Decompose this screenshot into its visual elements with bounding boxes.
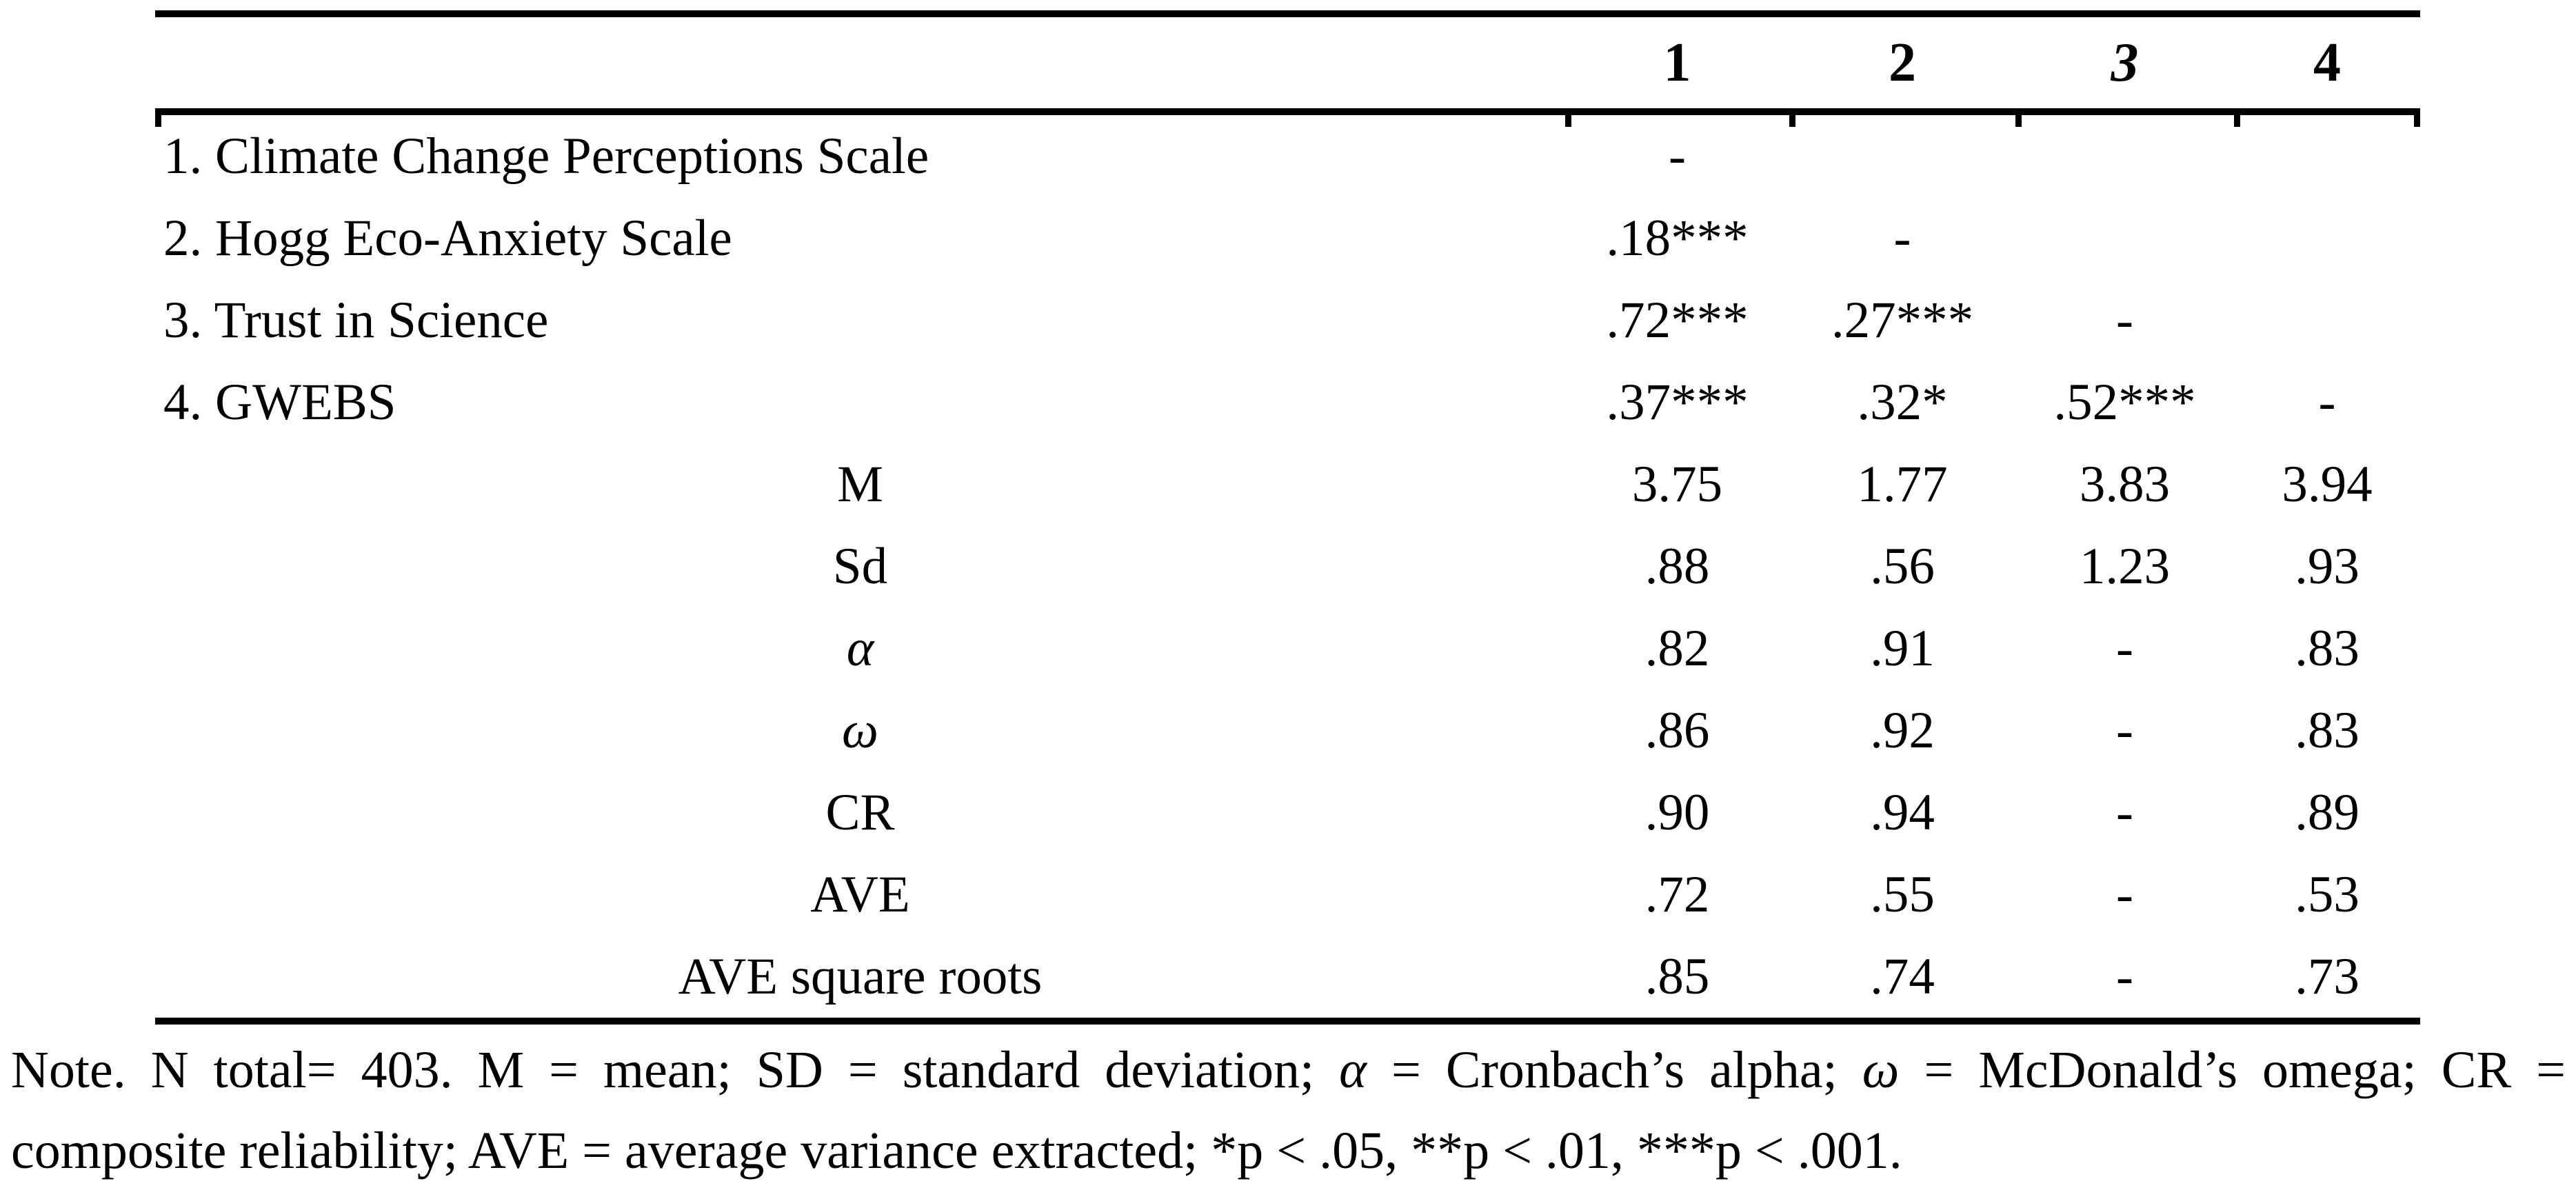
column-header-4: 4 <box>2313 32 2341 93</box>
table-row: 3. Trust in Science .72*** .27*** - <box>155 279 2420 361</box>
table-row-sd: Sd .88 .56 1.23 .93 <box>155 525 2420 607</box>
column-header-1: 1 <box>1663 32 1691 93</box>
table-cell: - <box>2116 619 2133 677</box>
table-cell: .73 <box>2295 947 2359 1005</box>
table-row-omega: ω .86 .92 - .83 <box>155 689 2420 772</box>
table-cell: - <box>2116 947 2133 1005</box>
note-text: Note. N total= 403. M = mean; SD = stand… <box>11 1041 1340 1099</box>
column-tick <box>1789 115 1795 127</box>
table-cell: - <box>2116 783 2133 841</box>
table-cell: .82 <box>1644 619 1710 677</box>
table-cell: .74 <box>1870 947 1935 1005</box>
table-cell: .27*** <box>1831 291 1974 349</box>
table-cell: - <box>2318 373 2336 431</box>
table-cell: - <box>1893 209 1911 267</box>
column-tick <box>2414 115 2420 127</box>
row-label: AVE <box>810 865 910 923</box>
omega-symbol: ω <box>1862 1041 1900 1099</box>
row-label: 4. GWEBS <box>163 373 396 431</box>
table-cell: .93 <box>2295 537 2359 595</box>
table-row-ave-sqrt: AVE square roots .85 .74 - .73 <box>155 936 2420 1018</box>
table-cell: .88 <box>1644 537 1710 595</box>
column-tick <box>1565 115 1571 127</box>
table-cell: 3.94 <box>2282 455 2373 513</box>
row-label: AVE square roots <box>678 947 1043 1005</box>
correlation-table: 1 2 3 4 1. Climate Change Perceptions Sc… <box>155 10 2420 1025</box>
table-cell: 3.75 <box>1631 455 1723 513</box>
table-cell: .53 <box>2295 865 2359 923</box>
top-rule <box>155 10 2420 17</box>
row-label: Sd <box>832 537 888 595</box>
table-cell: .18*** <box>1606 209 1749 267</box>
table-cell: 1.77 <box>1857 455 1948 513</box>
header-row: 1 2 3 4 <box>155 17 2420 108</box>
table-cell: 1.23 <box>2079 537 2171 595</box>
table-cell: - <box>1669 127 1686 185</box>
column-tick <box>2015 115 2022 127</box>
row-label-alpha: α <box>846 619 874 677</box>
table-cell: .89 <box>2295 783 2359 841</box>
row-label: 1. Climate Change Perceptions Scale <box>163 127 929 185</box>
table-row-alpha: α .82 .91 - .83 <box>155 607 2420 689</box>
table-cell: .56 <box>1870 537 1935 595</box>
table-row-ave: AVE .72 .55 - .53 <box>155 854 2420 936</box>
table-cell: .92 <box>1870 701 1935 759</box>
table-cell: .72 <box>1644 865 1710 923</box>
note-text: = Cronbach’s alpha; <box>1367 1041 1862 1099</box>
row-label-omega: ω <box>842 701 878 759</box>
table-note: Note. N total= 403. M = mean; SD = stand… <box>11 1030 2566 1190</box>
table-cell: - <box>2116 701 2133 759</box>
row-label: M <box>837 455 883 513</box>
column-header-2: 2 <box>1889 32 1916 93</box>
table-cell: - <box>2116 865 2133 923</box>
column-tick <box>2234 115 2240 127</box>
table-row-cr: CR .90 .94 - .89 <box>155 772 2420 854</box>
table-cell: .91 <box>1870 619 1935 677</box>
table-cell: - <box>2116 291 2133 349</box>
table-cell: .72*** <box>1606 291 1749 349</box>
row-label: 2. Hogg Eco-Anxiety Scale <box>163 209 732 267</box>
table-row: 2. Hogg Eco-Anxiety Scale .18*** - <box>155 197 2420 279</box>
column-header-3: 3 <box>2111 32 2139 93</box>
table-cell: .85 <box>1644 947 1710 1005</box>
bottom-rule <box>155 1018 2420 1025</box>
row-label: 3. Trust in Science <box>163 291 549 349</box>
table-cell: .37*** <box>1606 373 1749 431</box>
column-tick <box>155 115 161 127</box>
alpha-symbol: α <box>1339 1041 1367 1099</box>
table-cell: .94 <box>1870 783 1935 841</box>
note-text: = McDonald’s omega; CR = <box>1899 1041 2566 1099</box>
table-cell: .90 <box>1644 783 1710 841</box>
table-cell: .55 <box>1870 865 1935 923</box>
table-cell: .52*** <box>2053 373 2196 431</box>
table-cell: 3.83 <box>2079 455 2171 513</box>
table-cell: .83 <box>2295 701 2359 759</box>
table-row: 4. GWEBS .37*** .32* .52*** - <box>155 361 2420 443</box>
table-cell: .86 <box>1644 701 1710 759</box>
table-row-mean: M 3.75 1.77 3.83 3.94 <box>155 443 2420 525</box>
note-line-1: Note. N total= 403. M = mean; SD = stand… <box>11 1030 2566 1111</box>
table-row: 1. Climate Change Perceptions Scale - <box>155 115 2420 197</box>
header-rule <box>155 108 2420 127</box>
table-cell: .83 <box>2295 619 2359 677</box>
note-line-2: composite reliability; AVE = average var… <box>11 1122 1902 1180</box>
table-cell: .32* <box>1857 373 1948 431</box>
row-label: CR <box>825 783 895 841</box>
